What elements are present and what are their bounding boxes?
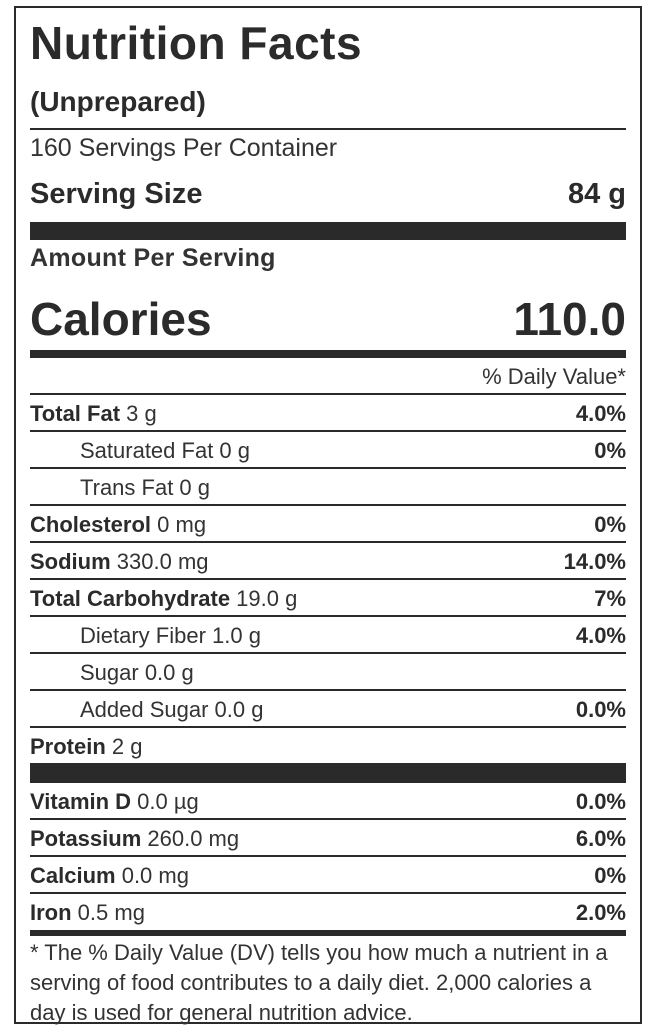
nutrient-amount: 19.0 g <box>230 586 298 611</box>
serving-size-label: Serving Size <box>30 178 203 210</box>
nutrient-dv: 7% <box>594 586 626 611</box>
nutrient-name: Trans Fat 0 g <box>80 475 211 500</box>
nutrient-row-protein: Protein 2 g <box>30 728 626 765</box>
vitamin-dv: 2.0% <box>575 900 626 925</box>
nutrient-name: Total Fat <box>30 401 121 426</box>
nutrient-dv: 0% <box>594 512 626 537</box>
divider-medium <box>30 350 626 358</box>
nutrient-amount: 3 g <box>120 401 157 426</box>
vitamin-row-iron: Iron 0.5 mg 2.0% <box>30 894 626 931</box>
nutrient-name: Cholesterol <box>30 512 152 537</box>
servings-per-container: 160 Servings Per Container <box>30 134 338 162</box>
divider-thin <box>30 615 626 617</box>
divider-thin <box>30 128 626 130</box>
nutrient-amount: 0 mg <box>151 512 207 537</box>
calories-value: 110.0 <box>513 293 626 345</box>
label-title: Nutrition Facts <box>30 17 363 69</box>
divider-thin <box>30 726 626 728</box>
vitamin-dv: 6.0% <box>575 826 626 851</box>
nutrition-facts-panel: Nutrition Facts (Unprepared) 160 Serving… <box>14 6 642 1025</box>
vitamin-amount: 0.0 µg <box>131 789 199 814</box>
nutrient-row-added-sugar: Added Sugar 0.0 g 0.0% <box>30 691 626 728</box>
divider-thin <box>30 430 626 432</box>
vitamin-row-vitamin-d: Vitamin D 0.0 µg 0.0% <box>30 783 626 820</box>
nutrient-row-sodium: Sodium 330.0 mg 14.0% <box>30 543 626 580</box>
daily-value-footnote: * The % Daily Value (DV) tells you how m… <box>30 940 608 1025</box>
vitamin-dv: 0.0% <box>575 789 626 814</box>
nutrient-dv: 14.0% <box>563 549 626 574</box>
vitamin-row-potassium: Potassium 260.0 mg 6.0% <box>30 820 626 857</box>
nutrient-row-total-carbohydrate: Total Carbohydrate 19.0 g 7% <box>30 580 626 617</box>
nutrient-amount: 330.0 mg <box>110 549 209 574</box>
vitamin-amount: 260.0 mg <box>141 826 240 851</box>
nutrient-name: Protein <box>30 734 106 759</box>
nutrient-row-trans-fat: Trans Fat 0 g <box>30 469 626 506</box>
divider-thick <box>30 222 626 240</box>
nutrient-row-sugar: Sugar 0.0 g <box>30 654 626 691</box>
serving-size-value: 84 g <box>567 178 626 210</box>
vitamin-amount: 0.0 mg <box>115 863 189 888</box>
nutrient-name: Total Carbohydrate <box>30 586 231 611</box>
divider-thin <box>30 467 626 469</box>
divider-thin <box>30 652 626 654</box>
divider-thin <box>30 578 626 580</box>
divider-thick <box>30 763 626 783</box>
daily-value-header: % Daily Value* <box>482 364 626 389</box>
divider-medium <box>30 930 626 936</box>
vitamin-row-calcium: Calcium 0.0 mg 0% <box>30 857 626 894</box>
nutrient-name: Saturated Fat 0 g <box>80 438 250 463</box>
label-subtitle: (Unprepared) <box>30 86 206 117</box>
calories-label: Calories <box>30 293 212 345</box>
divider-thin <box>30 892 626 894</box>
nutrient-row-cholesterol: Cholesterol 0 mg 0% <box>30 506 626 543</box>
nutrient-amount: 2 g <box>105 734 143 759</box>
nutrient-name: Dietary Fiber 1.0 g <box>80 623 261 648</box>
nutrient-name: Added Sugar 0.0 g <box>80 697 264 722</box>
vitamin-name: Iron <box>30 900 72 925</box>
nutrient-name: Sodium <box>30 549 111 574</box>
divider-thin <box>30 504 626 506</box>
divider-thin <box>30 818 626 820</box>
divider-thin <box>30 855 626 857</box>
nutrient-dv: 0% <box>594 438 626 463</box>
vitamin-name: Potassium <box>30 826 142 851</box>
nutrient-dv: 4.0% <box>575 623 626 648</box>
nutrient-dv: 0.0% <box>575 697 626 722</box>
vitamin-amount: 0.5 mg <box>71 900 145 925</box>
vitamin-name: Calcium <box>30 863 116 888</box>
divider-thin <box>30 541 626 543</box>
amount-per-serving: Amount Per Serving <box>30 244 276 272</box>
nutrient-row-dietary-fiber: Dietary Fiber 1.0 g 4.0% <box>30 617 626 654</box>
nutrient-row-total-fat: Total Fat 3 g 4.0% <box>30 395 626 432</box>
nutrient-row-saturated-fat: Saturated Fat 0 g 0% <box>30 432 626 469</box>
divider-thin <box>30 393 626 395</box>
vitamin-dv: 0% <box>594 863 626 888</box>
nutrient-dv: 4.0% <box>575 401 626 426</box>
vitamin-name: Vitamin D <box>30 789 132 814</box>
divider-thin <box>30 689 626 691</box>
nutrient-name: Sugar 0.0 g <box>80 660 194 685</box>
